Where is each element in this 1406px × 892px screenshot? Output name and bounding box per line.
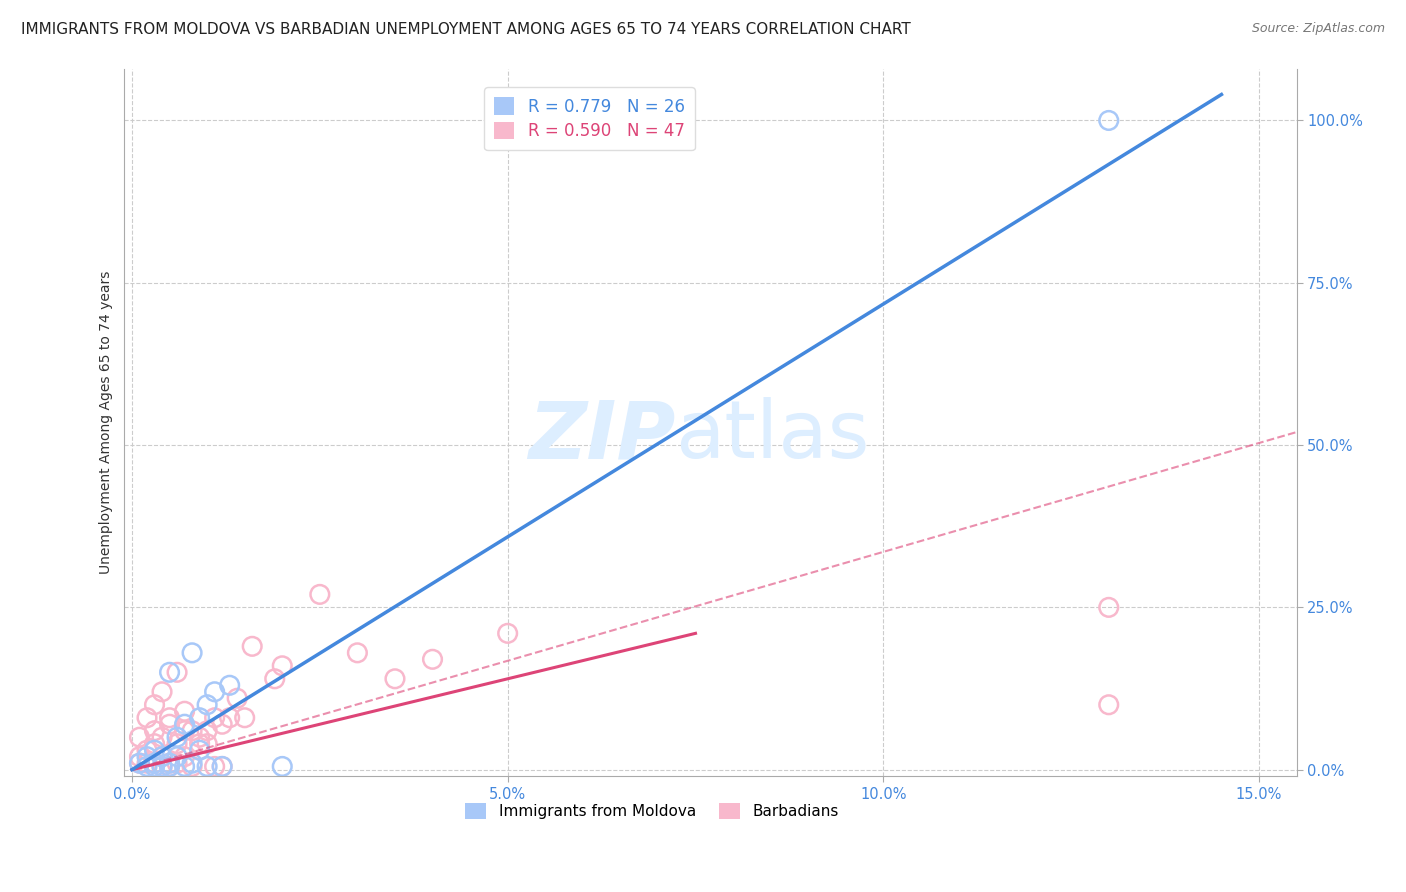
Text: IMMIGRANTS FROM MOLDOVA VS BARBADIAN UNEMPLOYMENT AMONG AGES 65 TO 74 YEARS CORR: IMMIGRANTS FROM MOLDOVA VS BARBADIAN UNE… xyxy=(21,22,911,37)
Point xyxy=(173,704,195,718)
Point xyxy=(166,737,188,751)
Point xyxy=(143,723,166,738)
Point xyxy=(204,759,226,773)
Point xyxy=(166,730,188,744)
Point xyxy=(195,723,218,738)
Point xyxy=(384,672,406,686)
Point xyxy=(181,756,204,771)
Point xyxy=(159,759,181,773)
Point xyxy=(150,749,173,764)
Y-axis label: Unemployment Among Ages 65 to 74 years: Unemployment Among Ages 65 to 74 years xyxy=(100,270,114,574)
Point xyxy=(150,749,173,764)
Point xyxy=(173,749,195,764)
Point xyxy=(143,743,166,757)
Point xyxy=(204,711,226,725)
Point xyxy=(136,756,159,771)
Point xyxy=(150,685,173,699)
Point xyxy=(166,665,188,680)
Text: ZIP: ZIP xyxy=(529,398,675,475)
Point xyxy=(159,759,181,773)
Point xyxy=(233,711,256,725)
Point xyxy=(195,759,218,773)
Point xyxy=(422,652,444,666)
Point xyxy=(211,717,233,731)
Point xyxy=(218,711,240,725)
Point xyxy=(181,646,204,660)
Point xyxy=(150,759,173,773)
Point xyxy=(1098,600,1121,615)
Point xyxy=(204,685,226,699)
Point xyxy=(166,749,188,764)
Point xyxy=(159,756,181,771)
Point xyxy=(143,698,166,712)
Point xyxy=(188,743,211,757)
Point xyxy=(1098,113,1121,128)
Legend: Immigrants from Moldova, Barbadians: Immigrants from Moldova, Barbadians xyxy=(458,797,845,825)
Point xyxy=(150,730,173,744)
Point xyxy=(128,730,150,744)
Point xyxy=(496,626,519,640)
Point xyxy=(143,737,166,751)
Point xyxy=(143,756,166,771)
Point xyxy=(128,749,150,764)
Point xyxy=(263,672,285,686)
Point xyxy=(159,711,181,725)
Point xyxy=(211,759,233,773)
Point xyxy=(136,743,159,757)
Point xyxy=(308,587,330,601)
Point xyxy=(159,717,181,731)
Point xyxy=(181,723,204,738)
Point xyxy=(173,759,195,773)
Point xyxy=(143,759,166,773)
Point xyxy=(211,759,233,773)
Point xyxy=(271,658,294,673)
Point xyxy=(136,749,159,764)
Point xyxy=(226,691,249,706)
Point xyxy=(173,717,195,731)
Point xyxy=(159,756,181,771)
Point xyxy=(1098,698,1121,712)
Point xyxy=(128,756,150,771)
Point xyxy=(181,759,204,773)
Point xyxy=(128,756,150,771)
Point xyxy=(159,665,181,680)
Point xyxy=(166,756,188,771)
Point xyxy=(218,678,240,692)
Point xyxy=(195,737,218,751)
Point xyxy=(188,711,211,725)
Point xyxy=(136,711,159,725)
Point xyxy=(188,737,211,751)
Point xyxy=(240,640,263,654)
Point xyxy=(173,723,195,738)
Text: Source: ZipAtlas.com: Source: ZipAtlas.com xyxy=(1251,22,1385,36)
Point xyxy=(195,698,218,712)
Point xyxy=(143,756,166,771)
Point xyxy=(271,759,294,773)
Text: atlas: atlas xyxy=(675,398,870,475)
Point xyxy=(346,646,368,660)
Point xyxy=(150,759,173,773)
Point xyxy=(188,730,211,744)
Point xyxy=(136,759,159,773)
